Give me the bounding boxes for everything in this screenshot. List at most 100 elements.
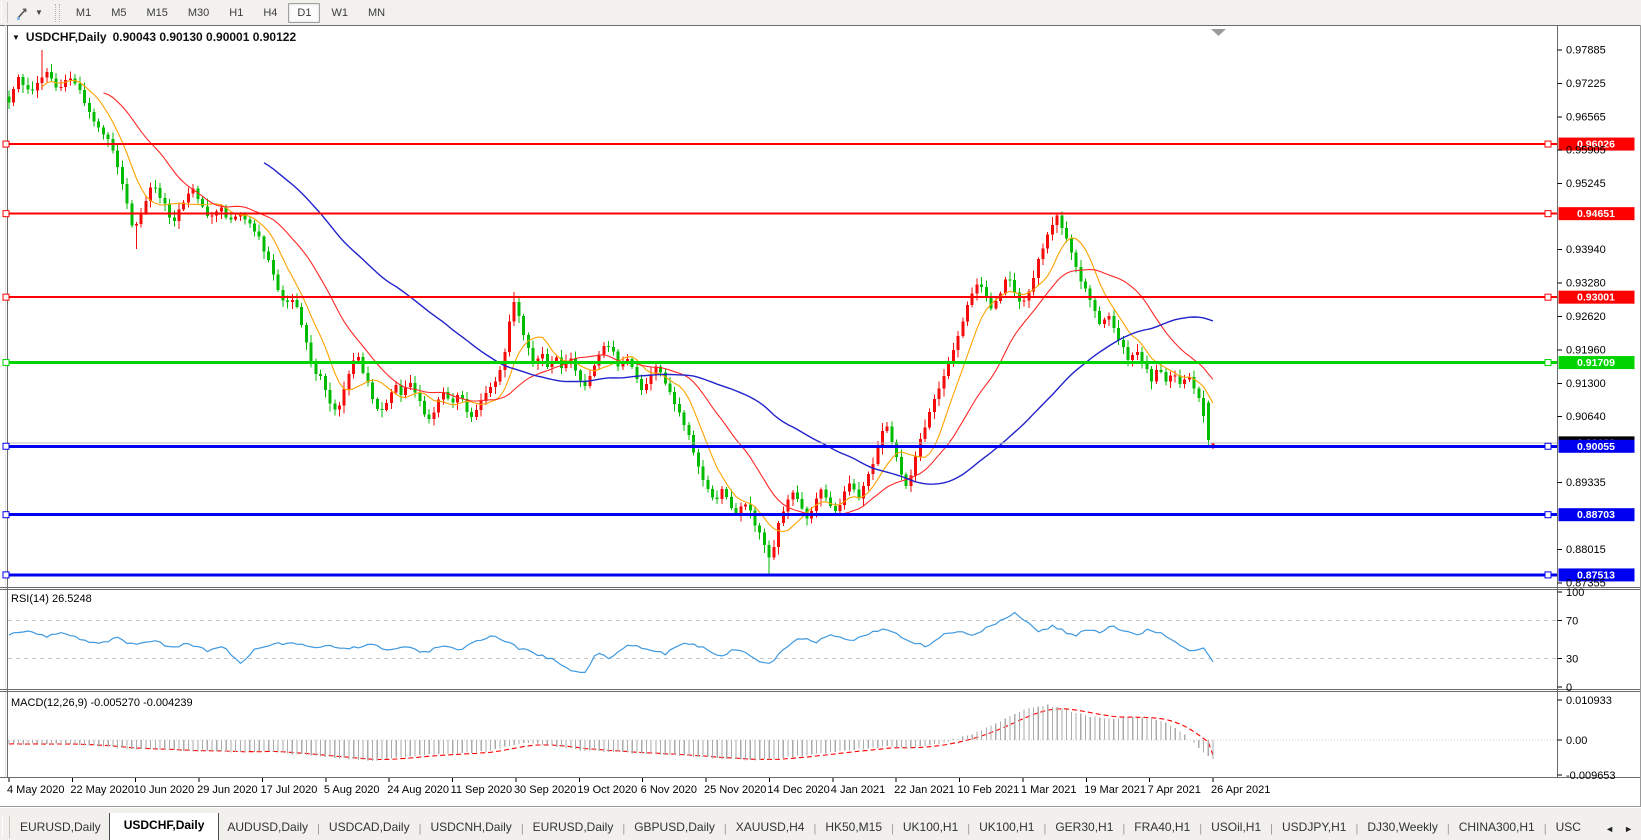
svg-text:4 Jan 2021: 4 Jan 2021 — [831, 784, 885, 796]
svg-text:0.00: 0.00 — [1566, 735, 1587, 747]
chart-tabs-bar: EURUSD,Daily USDCHF,Daily AUDUSD,Daily | USD… — [0, 806, 1641, 840]
svg-text:10 Feb 2021: 10 Feb 2021 — [958, 784, 1020, 796]
tab-usdcad-daily[interactable]: USDCAD,Daily — [328, 820, 410, 834]
tab-ger30-h1[interactable]: GER30,H1 — [1055, 820, 1114, 834]
ma-line-21 — [103, 92, 1214, 515]
tab-audusd-daily[interactable]: AUDUSD,Daily — [227, 820, 309, 834]
svg-text:7 Apr 2021: 7 Apr 2021 — [1148, 784, 1201, 796]
tab-hk50-m15[interactable]: HK50,M15 — [825, 820, 883, 834]
tab-dj30-weekly[interactable]: DJ30,Weekly — [1367, 820, 1438, 834]
svg-text:0.93280: 0.93280 — [1566, 278, 1606, 290]
svg-text:6 Nov 2020: 6 Nov 2020 — [641, 784, 697, 796]
timeframe-buttons: M1 M5 M15 M30 H1 H4 D1 W1 MN — [66, 2, 395, 23]
date-axis: 4 May 2020 22 May 2020 10 Jun 2020 29 Jun 2… — [7, 778, 1270, 796]
timeframe-button-m30[interactable]: M30 — [187, 6, 210, 19]
tab-xauusd-h4[interactable]: XAUUSD,H4 — [735, 820, 805, 834]
hline-0.94651[interactable]: 0.94651 — [2, 207, 1635, 221]
timeframe-toolbar: ▼ M1 M5 M15 M30 H1 H4 D1 W1 MN — [0, 0, 1641, 25]
hline-0.90055[interactable]: 0.90055 — [2, 439, 1635, 453]
tab-eurusd-daily[interactable]: EURUSD,Daily — [532, 820, 614, 834]
tab-gbpusd-daily[interactable]: GBPUSD,Daily — [634, 820, 715, 834]
svg-text:26 Apr 2021: 26 Apr 2021 — [1211, 784, 1270, 796]
chart-canvas[interactable]: 0.901220.960260.946510.930010.917090.900… — [0, 25, 1641, 806]
svg-text:-0.009653: -0.009653 — [1566, 770, 1616, 782]
hline-0.96026[interactable]: 0.96026 — [2, 137, 1635, 151]
chart-title: ▼ USDCHF,Daily 0.90043 0.90130 0.90001 0… — [12, 30, 296, 44]
svg-text:0.88703: 0.88703 — [1577, 509, 1615, 521]
tab-separator: | — [1446, 823, 1450, 835]
tab-separator: | — [418, 823, 422, 835]
timeframe-button-m5[interactable]: M5 — [111, 6, 127, 19]
svg-text:0.96026: 0.96026 — [1577, 139, 1615, 151]
tab-uk100-h1[interactable]: UK100,H1 — [902, 820, 959, 834]
tab-separator: | — [1355, 823, 1359, 835]
hline-0.91709[interactable]: 0.91709 — [2, 356, 1635, 370]
tab-separator: | — [1543, 823, 1547, 835]
tab-usdcnh-daily[interactable]: USDCNH,Daily — [430, 820, 512, 834]
toolbar-grip[interactable] — [1, 2, 8, 23]
collapse-triangle-icon[interactable]: ▼ — [12, 32, 20, 42]
timeframe-button-h4[interactable]: H4 — [263, 6, 278, 19]
tab-china300-h1[interactable]: CHINA300,H1 — [1458, 820, 1535, 834]
tab-separator: | — [1270, 823, 1273, 835]
tab-separator: | — [1122, 823, 1126, 835]
svg-text:11 Sep 2020: 11 Sep 2020 — [451, 784, 513, 796]
toolbar-separator — [54, 3, 60, 22]
tab-separator: | — [813, 823, 817, 835]
svg-text:100: 100 — [1566, 587, 1584, 599]
svg-text:0.87513: 0.87513 — [1577, 569, 1615, 581]
chart-tools-button[interactable]: ▼ — [11, 3, 47, 23]
tab-usdjpy-h1[interactable]: USDJPY,H1 — [1282, 820, 1347, 834]
svg-text:4 May 2020: 4 May 2020 — [7, 784, 64, 796]
hline-0.88703[interactable]: 0.88703 — [2, 508, 1635, 522]
svg-text:30: 30 — [1566, 654, 1578, 666]
svg-text:10 Jun 2020: 10 Jun 2020 — [134, 784, 195, 796]
svg-text:22 May 2020: 22 May 2020 — [70, 784, 134, 796]
svg-text:0.93940: 0.93940 — [1566, 244, 1606, 256]
chart-ohlc-values: 0.90043 0.90130 0.90001 0.90122 — [112, 30, 297, 44]
svg-text:0.91300: 0.91300 — [1566, 378, 1606, 390]
hline-0.87513[interactable]: 0.87513 — [2, 568, 1635, 582]
tab-separator: | — [891, 823, 894, 835]
svg-text:0.90640: 0.90640 — [1566, 411, 1606, 423]
svg-text:0.90055: 0.90055 — [1577, 441, 1615, 453]
svg-text:30 Sep 2020: 30 Sep 2020 — [514, 784, 576, 796]
rsi-line — [8, 611, 1214, 673]
tab-eurusd-daily[interactable]: EURUSD,Daily — [20, 820, 101, 834]
tabbar-grip[interactable] — [2, 816, 10, 838]
svg-text:19 Mar 2021: 19 Mar 2021 — [1084, 784, 1146, 796]
timeframe-button-h1[interactable]: H1 — [229, 6, 244, 19]
tab-usoil-h1[interactable]: USOil,H1 — [1211, 820, 1262, 834]
timeframe-button-d1[interactable]: D1 — [288, 2, 321, 23]
svg-text:0.89335: 0.89335 — [1566, 477, 1606, 489]
tab-usc[interactable]: USC — [1555, 820, 1581, 834]
timeframe-button-mn[interactable]: MN — [367, 6, 386, 19]
hline-0.93001[interactable]: 0.93001 — [2, 290, 1635, 304]
tab-fra40-h1[interactable]: FRA40,H1 — [1134, 820, 1191, 834]
svg-text:0: 0 — [1566, 682, 1572, 694]
tab-uk100-h1[interactable]: UK100,H1 — [979, 820, 1035, 834]
svg-text:29 Jun 2020: 29 Jun 2020 — [197, 784, 258, 796]
chevron-down-icon: ▼ — [35, 8, 43, 17]
tab-separator: | — [317, 823, 320, 835]
candles-layer — [7, 49, 1215, 575]
timeframe-button-m1[interactable]: M1 — [75, 6, 92, 19]
price-axis: 0.97885 0.97225 0.96565 0.95905 0.95245 0.939… — [1557, 44, 1606, 589]
tab-usdchf-daily[interactable]: USDCHF,Daily — [108, 813, 220, 840]
timeframe-button-m15[interactable]: M15 — [146, 6, 168, 19]
macd-signal-line — [8, 708, 1214, 761]
chart-shift-marker-icon[interactable] — [1211, 29, 1226, 36]
chart-tabs: EURUSD,Daily USDCHF,Daily AUDUSD,Daily | USD… — [12, 813, 1597, 840]
svg-text:1 Mar 2021: 1 Mar 2021 — [1021, 784, 1077, 796]
svg-text:22 Jan 2021: 22 Jan 2021 — [894, 784, 955, 796]
timeframe-button-w1[interactable]: W1 — [331, 6, 348, 19]
tabs-scroll-right-button[interactable]: ► — [1624, 824, 1633, 834]
svg-text:17 Jul 2020: 17 Jul 2020 — [260, 784, 317, 796]
tabs-scroll-left-button[interactable]: ◄ — [1605, 824, 1615, 834]
tab-separator: | — [1199, 823, 1203, 835]
tab-separator: | — [1043, 823, 1047, 835]
svg-text:25 Nov 2020: 25 Nov 2020 — [704, 784, 766, 796]
tab-scrollers: ◄ ► — [1597, 824, 1641, 840]
chart-symbol-label: USDCHF,Daily — [25, 30, 107, 44]
